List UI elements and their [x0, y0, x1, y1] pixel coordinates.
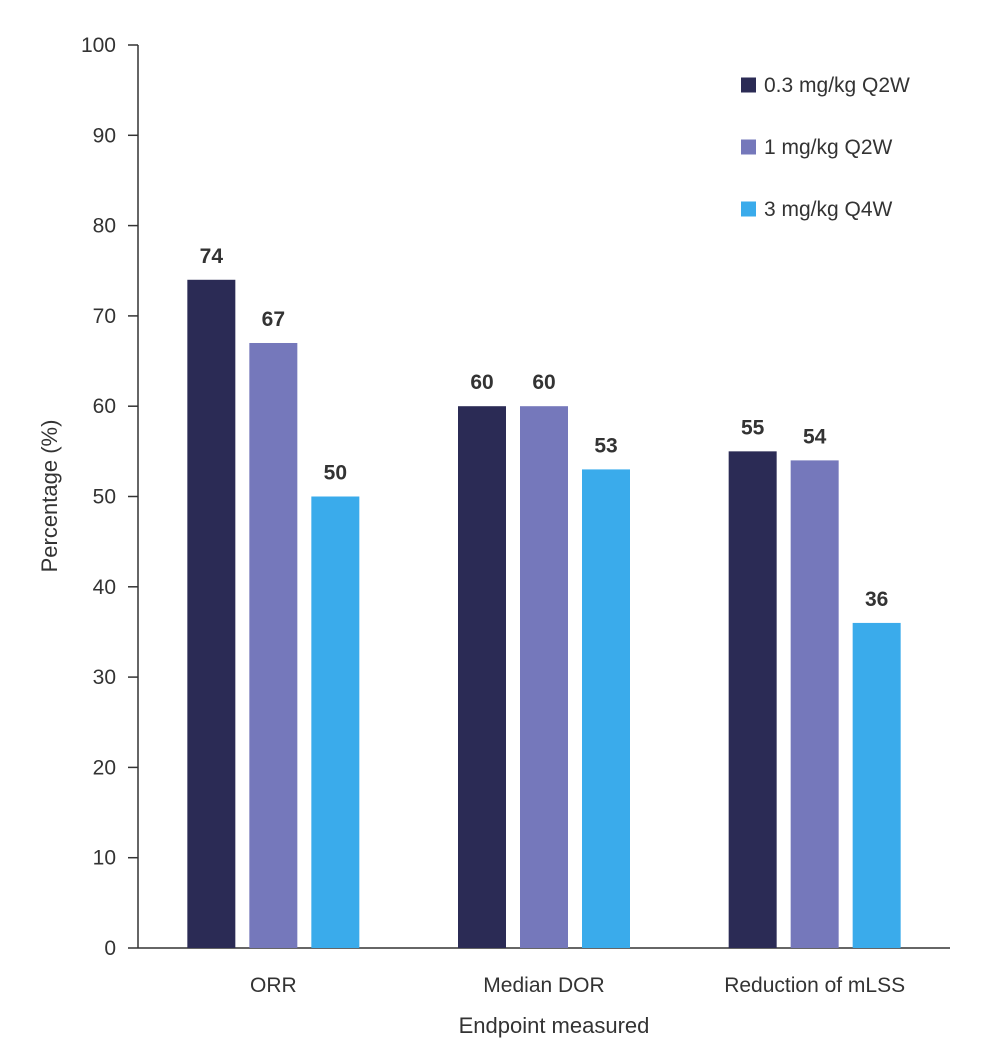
legend-swatch-1-mg-kg-q2w	[741, 139, 756, 155]
y-tick-label: 50	[93, 486, 116, 509]
y-tick-label: 40	[93, 576, 116, 599]
legend: 0.3 mg/kg Q2W 1 mg/kg Q2W 3 mg/kg Q4W	[741, 74, 910, 221]
legend-label-0-3-mg-kg-q2w: 0.3 mg/kg Q2W	[764, 74, 910, 97]
y-tick-label: 20	[93, 756, 116, 779]
bar-median-dor-3-mg-kg-q4w	[582, 469, 630, 948]
data-label-reduction-of-mlss-3-mg-kg-q4w: 36	[865, 588, 888, 611]
data-label-reduction-of-mlss-0-3-mg-kg-q2w: 55	[741, 416, 765, 439]
data-label-median-dor-3-mg-kg-q4w: 53	[594, 434, 617, 457]
bar-reduction-of-mlss-1-mg-kg-q2w	[790, 460, 839, 948]
y-tick-label: 60	[93, 395, 116, 418]
y-tick-label: 80	[93, 215, 116, 238]
y-tick-label: 90	[93, 124, 116, 147]
y-axis-title: Percentage (%)	[37, 420, 62, 573]
bars	[187, 279, 901, 948]
data-labels: 74 67 50 60 60 53 55 54 36	[200, 245, 889, 611]
legend-label-3-mg-kg-q4w: 3 mg/kg Q4W	[764, 198, 893, 221]
legend-label-1-mg-kg-q2w: 1 mg/kg Q2W	[764, 136, 893, 159]
data-label-orr-1-mg-kg-q2w: 67	[262, 308, 285, 331]
y-tick-label: 10	[93, 847, 116, 870]
y-tick-label: 100	[81, 34, 116, 57]
legend-swatch-0-3-mg-kg-q2w	[741, 77, 756, 93]
bar-orr-1-mg-kg-q2w	[249, 342, 298, 948]
x-tick-label-median-dor: Median DOR	[483, 974, 604, 997]
x-axis-title: Endpoint measured	[459, 1013, 650, 1038]
y-tick-label: 30	[93, 666, 116, 689]
data-label-reduction-of-mlss-1-mg-kg-q2w: 54	[803, 425, 827, 448]
legend-swatch-3-mg-kg-q4w	[741, 201, 756, 217]
bar-orr-0-3-mg-kg-q2w	[187, 279, 236, 948]
bar-median-dor-0-3-mg-kg-q2w	[458, 406, 506, 948]
data-label-median-dor-1-mg-kg-q2w: 60	[532, 371, 555, 394]
data-label-orr-0-3-mg-kg-q2w: 74	[200, 245, 224, 268]
bar-reduction-of-mlss-0-3-mg-kg-q2w	[728, 451, 777, 948]
x-tick-label-reduction-of-mlss: Reduction of mLSS	[724, 974, 905, 997]
bar-orr-3-mg-kg-q4w	[311, 496, 360, 948]
data-label-median-dor-0-3-mg-kg-q2w: 60	[470, 371, 493, 394]
y-tick-label: 0	[104, 937, 116, 960]
bar-median-dor-1-mg-kg-q2w	[520, 406, 568, 948]
x-axis: ORR Median DOR Reduction of mLSS	[138, 947, 950, 997]
y-tick-label: 70	[93, 305, 116, 328]
y-axis: 0 10 20 30 40 50 60 70 80 90 100	[81, 34, 139, 960]
data-label-orr-3-mg-kg-q4w: 50	[324, 462, 347, 485]
bar-reduction-of-mlss-3-mg-kg-q4w	[852, 622, 901, 948]
x-tick-label-orr: ORR	[250, 974, 297, 997]
